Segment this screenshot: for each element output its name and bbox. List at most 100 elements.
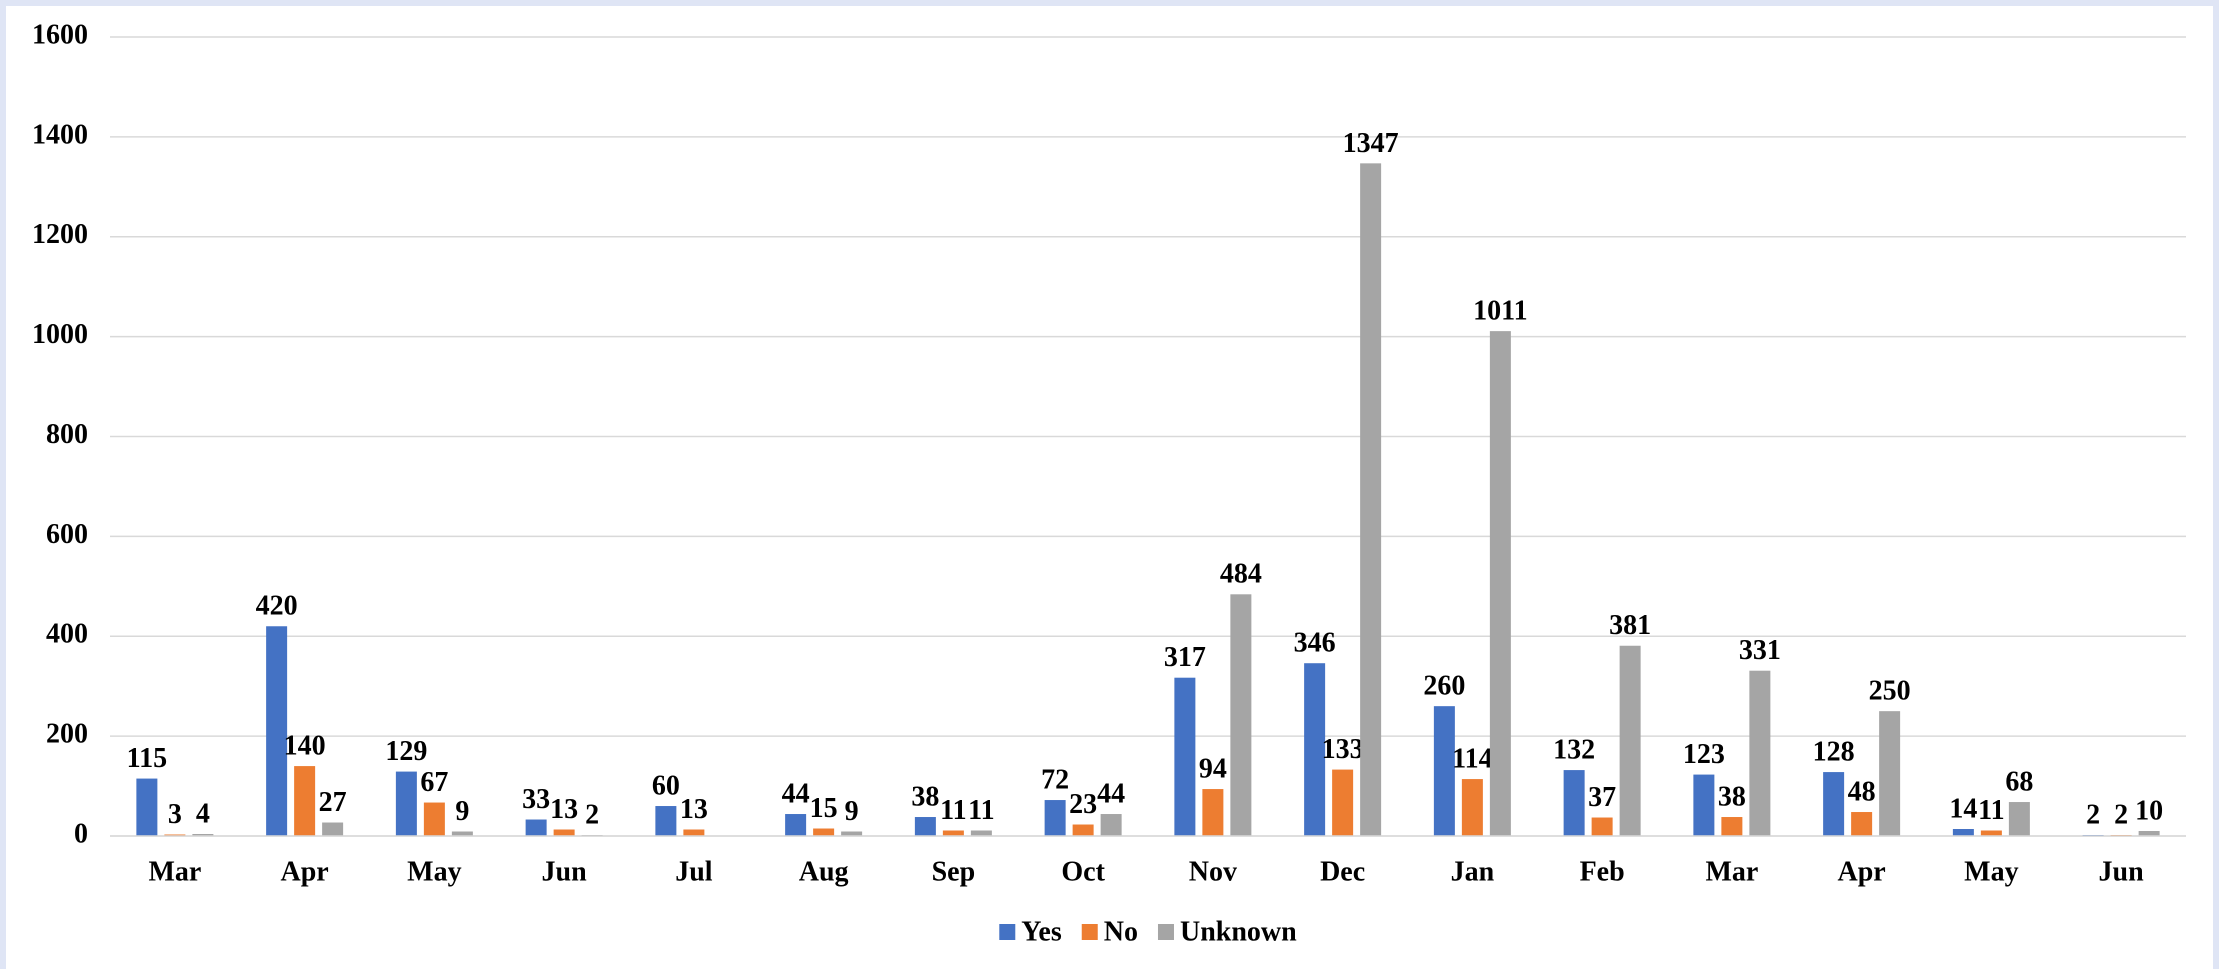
data-label: 60 [652,770,680,801]
x-tick-label: May [1964,856,2018,887]
bar [1721,817,1743,836]
legend-swatch [1157,924,1174,940]
data-label: 346 [1294,628,1336,659]
bar [451,831,473,836]
data-label: 23 [1069,789,1097,820]
x-tick-label: Jun [2099,856,2145,887]
bar [1072,824,1094,836]
bar [841,831,863,836]
data-label: 38 [1718,781,1746,812]
bar [914,817,936,836]
bar [1980,830,2002,836]
data-label: 133 [1322,734,1364,765]
data-label: 72 [1041,764,1069,795]
legend-label: Yes [1021,916,1062,947]
data-label: 2 [585,799,599,830]
bar [1749,670,1771,836]
data-label: 94 [1199,753,1227,784]
data-label: 140 [284,731,326,762]
bar [1304,663,1326,836]
data-label: 13 [680,794,708,825]
x-tick-label: Nov [1189,856,1237,887]
data-label: 33 [522,784,550,815]
bar [553,829,575,836]
data-label: 67 [420,767,448,798]
data-label: 10 [2135,795,2163,826]
data-label: 260 [1423,671,1465,702]
data-label: 37 [1588,782,1616,813]
bar [785,814,807,836]
bar [266,626,288,836]
data-label: 1347 [1343,128,1399,159]
bar [1619,645,1641,836]
bar [1823,772,1845,836]
x-tick-label: May [407,856,461,887]
data-label: 44 [782,778,810,809]
bar [1332,769,1354,836]
bar [942,830,964,836]
y-tick-label: 1600 [32,19,88,50]
data-label: 9 [455,796,469,827]
data-label: 128 [1813,737,1855,768]
data-label: 331 [1739,635,1781,666]
y-tick-label: 1200 [32,219,88,250]
x-tick-label: Oct [1061,856,1105,887]
bar [683,829,705,836]
bar [655,806,677,836]
data-label: 48 [1848,776,1876,807]
data-label: 38 [911,781,939,812]
x-tick-label: Jan [1451,856,1495,887]
data-label: 1011 [1473,296,1527,327]
bar [1100,814,1122,836]
bar [813,828,835,836]
data-label: 27 [319,787,347,818]
bar [2138,831,2160,836]
bar [1851,812,1873,836]
data-label: 420 [256,591,298,622]
bar [970,830,992,836]
y-tick-label: 200 [46,719,88,750]
y-tick-label: 800 [46,419,88,450]
x-tick-label: Dec [1320,856,1365,887]
y-tick-label: 1400 [32,119,88,150]
data-label: 250 [1869,676,1911,707]
bar [2008,802,2030,836]
data-label: 2 [2086,799,2100,830]
bar [1591,817,1613,836]
bar [1202,789,1224,836]
bar [525,819,547,836]
data-label: 484 [1220,559,1262,590]
legend-swatch [999,924,1016,940]
data-label: 317 [1164,642,1206,673]
data-label: 115 [127,743,167,774]
x-tick-label: Apr [281,856,329,887]
y-tick-label: 0 [74,818,88,849]
bar [1433,706,1455,836]
y-tick-label: 400 [46,619,88,650]
bar [294,766,316,836]
data-label: 14 [1949,793,1977,824]
legend-label: No [1104,916,1138,947]
legend-swatch [1081,924,1098,940]
bar [1489,331,1511,836]
bar [1174,677,1196,836]
data-label: 11 [940,795,966,826]
x-tick-label: Jul [675,856,713,887]
x-tick-label: Mar [1705,856,1758,887]
data-label: 44 [1097,778,1125,809]
bar [1693,774,1715,836]
x-tick-label: Jun [542,856,588,887]
legend-label: Unknown [1180,916,1297,947]
x-tick-label: Feb [1580,856,1625,887]
data-label: 4 [196,798,210,829]
data-label: 11 [1978,795,2004,826]
data-label: 9 [845,796,859,827]
data-label: 13 [550,794,578,825]
data-label: 2 [2114,799,2128,830]
bar [136,778,158,836]
bar [322,822,344,836]
bar [1044,800,1066,836]
bar [1879,711,1901,836]
